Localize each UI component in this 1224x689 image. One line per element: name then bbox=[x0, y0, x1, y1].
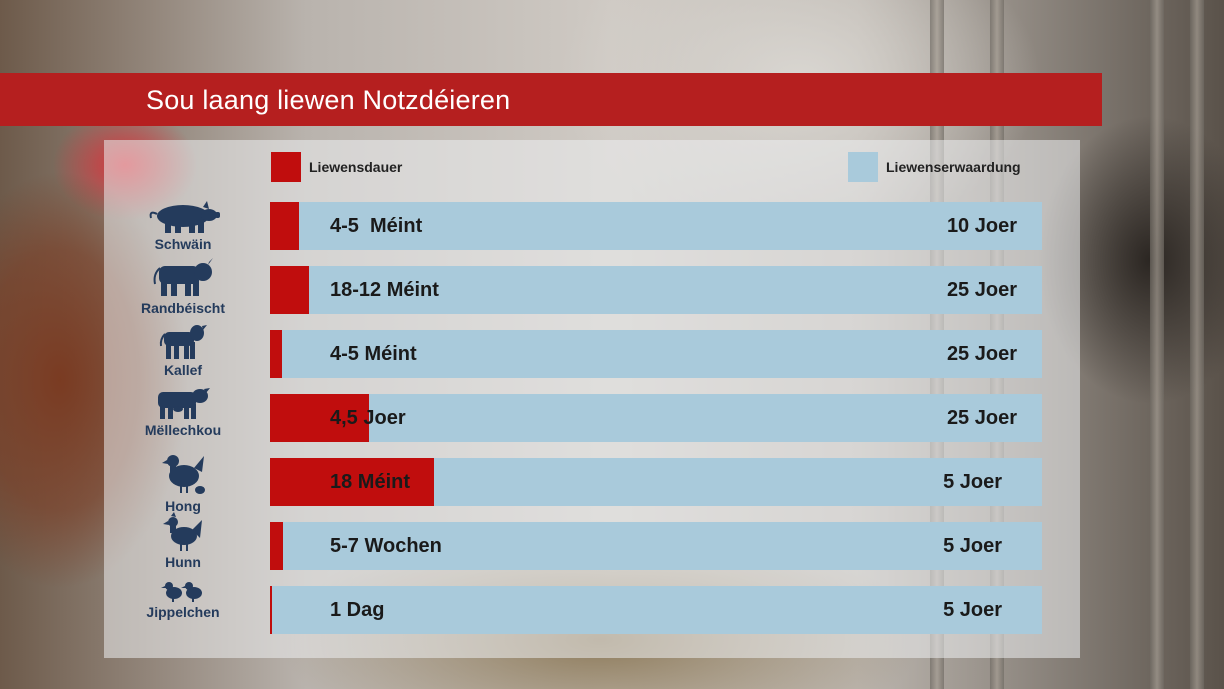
chart-row: 4-5 Méint 25 Joer bbox=[0, 322, 1224, 386]
lifespan-bar bbox=[270, 586, 272, 634]
lifespan-bar bbox=[270, 394, 369, 442]
legend-label-expectancy: Liewenserwaardung bbox=[886, 159, 1021, 175]
lifespan-bar bbox=[270, 202, 299, 250]
lifespan-label: 1 Dag bbox=[330, 599, 385, 621]
category-label: Jippelchen bbox=[146, 604, 220, 620]
legend-expectancy: Liewenserwaardung bbox=[848, 152, 1021, 182]
animal-label-group: Schwäin bbox=[130, 200, 236, 252]
expectancy-label: 5 Joer bbox=[943, 599, 1002, 621]
legend-swatch-lifespan bbox=[271, 152, 301, 182]
expectancy-label: 10 Joer bbox=[946, 215, 1017, 237]
pig-icon bbox=[130, 200, 236, 239]
chart-row: 4,5 Joer 25 Joer bbox=[0, 386, 1224, 450]
category-label: Hong bbox=[165, 498, 201, 514]
category-label: Randbéischt bbox=[140, 300, 225, 316]
expectancy-label: 5 Joer bbox=[943, 535, 1002, 557]
category-label: Mëllechkou bbox=[144, 422, 222, 438]
chicks-icon bbox=[130, 578, 236, 607]
expectancy-label: 5 Joer bbox=[943, 471, 1002, 493]
hen-icon bbox=[130, 450, 236, 501]
legend-swatch-expectancy bbox=[848, 152, 878, 182]
lifespan-label: 4-5 Méint bbox=[330, 343, 417, 365]
animal-label-group: Randbéischt bbox=[130, 258, 236, 316]
lifespan-label: 18-12 Méint bbox=[330, 279, 439, 301]
title-bar: Sou laang liewen Notzdéieren bbox=[0, 73, 1102, 126]
expectancy-label: 25 Joer bbox=[946, 407, 1017, 429]
expectancy-bar bbox=[270, 522, 1042, 570]
calf-icon bbox=[130, 322, 236, 365]
chart-row: 18-12 Méint 25 Joer bbox=[0, 258, 1224, 322]
animal-label-group: Hong bbox=[130, 450, 236, 514]
cow-icon bbox=[130, 386, 236, 425]
animal-label-group: Kallef bbox=[130, 322, 236, 378]
lifespan-bar bbox=[270, 522, 283, 570]
lifespan-bar bbox=[270, 330, 282, 378]
expectancy-bar bbox=[270, 394, 1042, 442]
chart-row: 18 Méint 5 Joer bbox=[0, 450, 1224, 514]
animal-label-group: Hunn bbox=[130, 512, 236, 570]
lifespan-label: 18 Méint bbox=[330, 471, 411, 493]
background-post bbox=[1150, 0, 1164, 689]
animal-label-group: Jippelchen bbox=[130, 578, 236, 620]
expectancy-bar bbox=[270, 266, 1042, 314]
chart-row: 1 Dag 5 Joer bbox=[0, 578, 1224, 642]
chart-title: Sou laang liewen Notzdéieren bbox=[146, 85, 511, 115]
lifespan-bar bbox=[270, 458, 434, 506]
rooster-icon bbox=[130, 512, 236, 557]
expectancy-bar bbox=[270, 330, 1042, 378]
legend-label-lifespan: Liewensdauer bbox=[309, 159, 403, 175]
animal-label-group: Mëllechkou bbox=[130, 386, 236, 438]
lifespan-label: 4-5 Méint bbox=[330, 215, 423, 237]
category-label: Kallef bbox=[163, 362, 203, 378]
expectancy-label: 25 Joer bbox=[946, 279, 1017, 301]
chart-row: 4-5 Méint 10 Joer bbox=[0, 194, 1224, 258]
lifespan-label: 5-7 Wochen bbox=[330, 535, 442, 557]
expectancy-bar bbox=[270, 586, 1042, 634]
category-label: Hunn bbox=[165, 554, 201, 570]
expectancy-label: 25 Joer bbox=[946, 343, 1017, 365]
bull-icon bbox=[130, 258, 236, 303]
chart-row: 5-7 Wochen 5 Joer bbox=[0, 514, 1224, 578]
lifespan-label: 4,5 Joer bbox=[330, 407, 406, 429]
background-post bbox=[1190, 0, 1204, 689]
category-label: Schwäin bbox=[154, 236, 212, 252]
expectancy-bar bbox=[270, 202, 1042, 250]
legend-lifespan: Liewensdauer bbox=[271, 152, 402, 182]
lifespan-bar bbox=[270, 266, 309, 314]
